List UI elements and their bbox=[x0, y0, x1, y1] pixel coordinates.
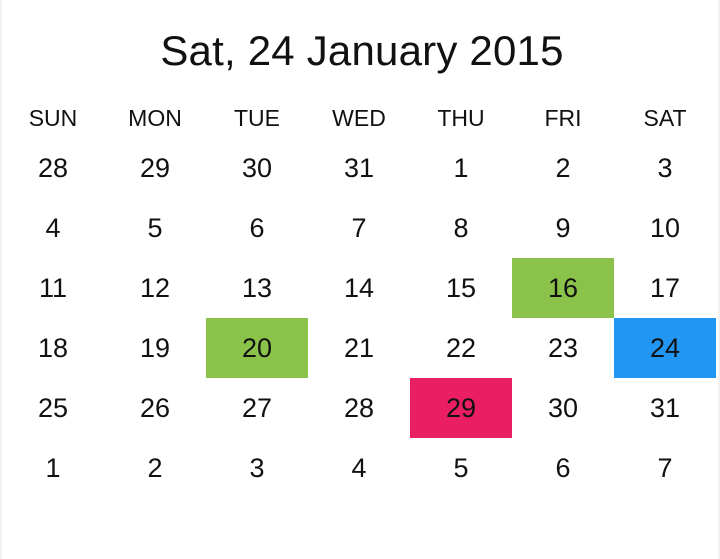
day-cell[interactable]: 7 bbox=[351, 213, 367, 243]
day-cell[interactable]: 19 bbox=[139, 333, 171, 363]
day-cell[interactable]: 4 bbox=[351, 453, 367, 483]
day-cell[interactable]: 12 bbox=[139, 273, 171, 303]
day-cell[interactable]: 22 bbox=[445, 333, 477, 363]
day-cell[interactable]: 10 bbox=[649, 213, 681, 243]
day-cell[interactable]: 9 bbox=[555, 213, 571, 243]
day-cell[interactable]: 4 bbox=[45, 213, 61, 243]
day-cell[interactable]: 14 bbox=[343, 273, 375, 303]
day-cell-highlighted[interactable]: 29 bbox=[410, 378, 512, 438]
day-cell[interactable]: 26 bbox=[139, 393, 171, 423]
day-cell[interactable]: 1 bbox=[453, 153, 469, 183]
day-cell[interactable]: 29 bbox=[139, 153, 171, 183]
weekday-mon: MON bbox=[128, 105, 182, 131]
day-cell-selected[interactable]: 24 bbox=[614, 318, 716, 378]
weekday-sun: SUN bbox=[28, 105, 78, 131]
day-cell[interactable]: 11 bbox=[38, 273, 68, 303]
weekday-fri: FRI bbox=[544, 105, 582, 131]
weekday-wed: WED bbox=[332, 105, 386, 131]
day-cell-highlighted[interactable]: 16 bbox=[512, 258, 614, 318]
day-cell[interactable]: 3 bbox=[657, 153, 673, 183]
day-cell[interactable]: 3 bbox=[249, 453, 265, 483]
day-cell[interactable]: 31 bbox=[343, 153, 375, 183]
day-cell[interactable]: 17 bbox=[649, 273, 681, 303]
day-cell[interactable]: 2 bbox=[555, 153, 571, 183]
day-cell[interactable]: 28 bbox=[37, 153, 69, 183]
day-cell[interactable]: 27 bbox=[241, 393, 273, 423]
day-cell[interactable]: 28 bbox=[343, 393, 375, 423]
day-cell[interactable]: 6 bbox=[555, 453, 571, 483]
day-cell[interactable]: 25 bbox=[37, 393, 69, 423]
day-cell-highlighted[interactable]: 20 bbox=[206, 318, 308, 378]
day-cell[interactable]: 5 bbox=[453, 453, 469, 483]
day-cell[interactable]: 6 bbox=[249, 213, 265, 243]
day-cell[interactable]: 21 bbox=[343, 333, 375, 363]
day-cell[interactable]: 15 bbox=[445, 273, 477, 303]
day-cell[interactable]: 2 bbox=[147, 453, 163, 483]
day-cell[interactable]: 30 bbox=[241, 153, 273, 183]
weekday-sat: SAT bbox=[643, 105, 687, 131]
day-cell[interactable]: 8 bbox=[453, 213, 469, 243]
day-cell[interactable]: 30 bbox=[547, 393, 579, 423]
day-cell[interactable]: 5 bbox=[147, 213, 163, 243]
selected-date-title: Sat, 24 January 2015 bbox=[160, 27, 564, 74]
day-cell[interactable]: 1 bbox=[45, 453, 61, 483]
weekday-tue: TUE bbox=[234, 105, 280, 131]
day-cell[interactable]: 7 bbox=[657, 453, 673, 483]
calendar-grid: SUN MON TUE WED THU FRI SAT 28 29 30 31 … bbox=[2, 98, 716, 498]
day-cell[interactable]: 18 bbox=[37, 333, 69, 363]
day-cell[interactable]: 13 bbox=[241, 273, 273, 303]
day-cell[interactable]: 31 bbox=[649, 393, 681, 423]
weekday-thu: THU bbox=[437, 105, 485, 131]
day-cell[interactable]: 23 bbox=[547, 333, 579, 363]
